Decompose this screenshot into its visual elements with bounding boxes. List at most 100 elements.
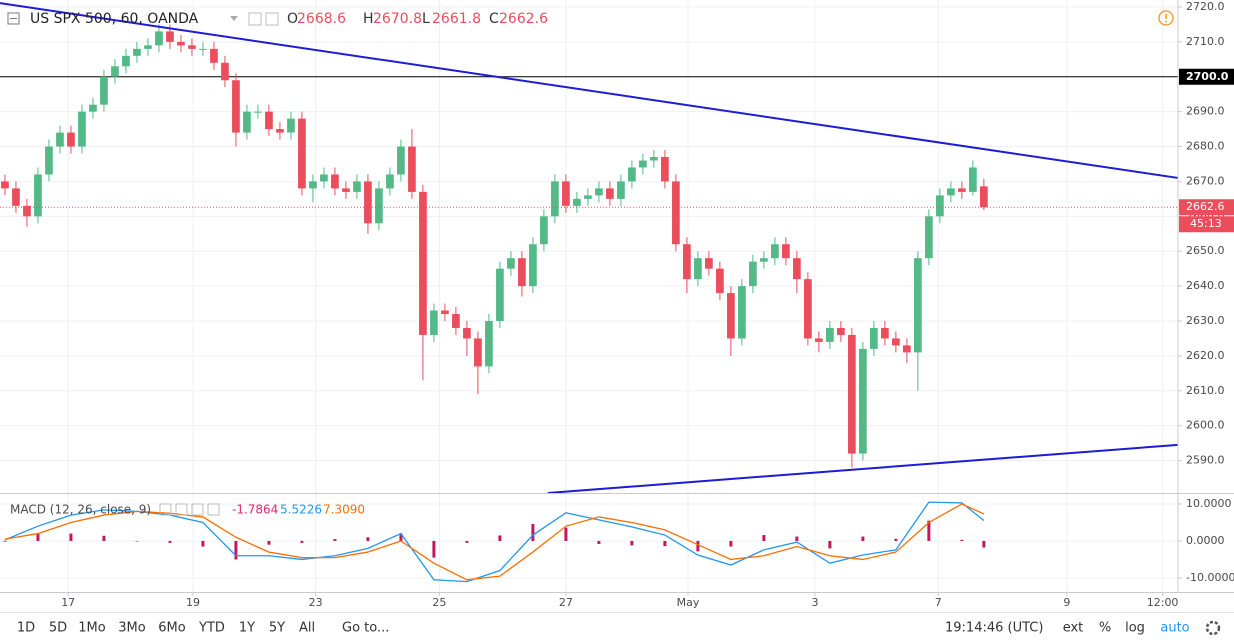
candle-body — [485, 320, 493, 367]
candle-body — [375, 188, 383, 224]
y-tick-label: 2590.0 — [1186, 454, 1225, 467]
histogram-bar — [894, 538, 898, 541]
candle-body — [793, 258, 801, 280]
candle-body — [397, 146, 405, 175]
candle-body — [936, 195, 944, 217]
candle-body — [727, 293, 735, 339]
candle-body — [331, 174, 339, 189]
candle-body — [23, 205, 31, 217]
symbol-dropdown[interactable] — [230, 16, 238, 21]
histogram-bar — [663, 540, 667, 547]
y-tick-label: 2710.0 — [1186, 35, 1225, 48]
goto-button[interactable]: Go to... — [342, 621, 389, 636]
candle-body — [309, 181, 317, 189]
histogram-bar — [366, 537, 370, 541]
candle-body — [78, 111, 86, 147]
ohlc-label: O — [287, 11, 298, 27]
candle-body — [221, 62, 229, 81]
indicator-value: 5.5226 — [280, 503, 322, 517]
histogram-bar — [432, 540, 436, 558]
alert-icon[interactable] — [1158, 10, 1174, 26]
indicator-eye[interactable] — [159, 503, 172, 516]
candle-body — [859, 348, 867, 454]
candle-body — [474, 338, 482, 367]
candle-body — [573, 198, 581, 206]
range-button[interactable]: All — [299, 621, 315, 636]
range-button[interactable]: 5Y — [269, 621, 285, 636]
range-button[interactable]: 6Mo — [158, 621, 185, 636]
range-button[interactable]: 3Mo — [118, 621, 145, 636]
candle-body — [815, 338, 823, 342]
price-label-bg — [1179, 199, 1234, 216]
candle-body — [804, 279, 812, 339]
ohlc-value: 2662.6 — [499, 11, 548, 27]
candle-body — [320, 174, 328, 182]
range-button[interactable]: 5D — [49, 621, 67, 636]
indicator-settings[interactable] — [175, 503, 188, 516]
y-tick-label: 2620.0 — [1186, 349, 1225, 362]
candle-body — [903, 345, 911, 353]
trendline — [0, 2, 1179, 179]
settings-gear[interactable] — [1205, 620, 1221, 636]
range-button[interactable]: YTD — [198, 621, 225, 636]
settings-button[interactable] — [265, 12, 279, 26]
candle-body — [188, 45, 196, 49]
candle-body — [430, 310, 438, 335]
indicator-add[interactable] — [191, 503, 204, 516]
indicator-close[interactable] — [207, 503, 220, 516]
histogram-bar — [498, 535, 502, 541]
candle-body — [144, 45, 152, 49]
candle-body — [749, 261, 757, 287]
candle-body — [540, 216, 548, 245]
histogram-bar — [300, 540, 304, 543]
histogram-bar — [3, 540, 7, 542]
candle-body — [89, 104, 97, 112]
candle-body — [606, 188, 614, 199]
candle-body — [56, 132, 64, 147]
y-tick-label: 2650.0 — [1186, 244, 1225, 257]
histogram-bar — [531, 523, 535, 541]
scale-option[interactable]: ext — [1063, 621, 1084, 636]
overlay-layer: 2590.0 2600.0 2610.0 2620.0 2630.0 2640.0 2650… — [61, 0, 1234, 609]
histogram-bar — [927, 520, 931, 541]
scale-option[interactable]: % — [1099, 621, 1111, 636]
clock: 19:14:46 (UTC) — [945, 621, 1043, 636]
x-tick-label: 12:00 — [1147, 596, 1179, 609]
candle-body — [298, 118, 306, 189]
candle-body — [364, 181, 372, 224]
candle-body — [595, 188, 603, 196]
countdown-bg — [1179, 216, 1234, 233]
ohlc-value: 2670.8 — [373, 11, 422, 27]
ohlc-value: 2661.8 — [432, 11, 481, 27]
candle-body — [232, 80, 240, 133]
candle-body — [947, 188, 955, 196]
candle-body — [914, 258, 922, 353]
histogram-bar — [696, 540, 700, 552]
candle-body — [265, 111, 273, 130]
candle-body — [518, 258, 526, 287]
candle-body — [155, 31, 163, 46]
candle-body — [881, 327, 889, 339]
range-button[interactable]: 1D — [17, 621, 35, 636]
x-tick-label: 3 — [812, 596, 819, 609]
candle-body — [166, 31, 174, 42]
eye-button[interactable] — [248, 12, 262, 26]
candle-body — [254, 111, 262, 113]
y-tick-label: -10.0000 — [1186, 571, 1234, 584]
scale-option[interactable]: log — [1125, 621, 1145, 636]
candle-body — [639, 160, 647, 168]
y-tick-label: 10.0000 — [1186, 497, 1232, 510]
candle-body — [67, 132, 75, 147]
x-tick-label: 27 — [559, 596, 573, 609]
scale-option[interactable]: auto — [1160, 621, 1189, 636]
range-button[interactable]: 1Y — [239, 621, 255, 636]
histogram-bar — [795, 536, 799, 541]
candle-body — [617, 181, 625, 199]
candle-body — [870, 327, 878, 349]
indicator-value: -1.7864 — [232, 503, 278, 517]
y-tick-label: 2630.0 — [1186, 314, 1225, 327]
x-tick-label: 25 — [432, 596, 446, 609]
collapse-button[interactable] — [7, 12, 20, 25]
range-button[interactable]: 1Mo — [78, 621, 105, 636]
